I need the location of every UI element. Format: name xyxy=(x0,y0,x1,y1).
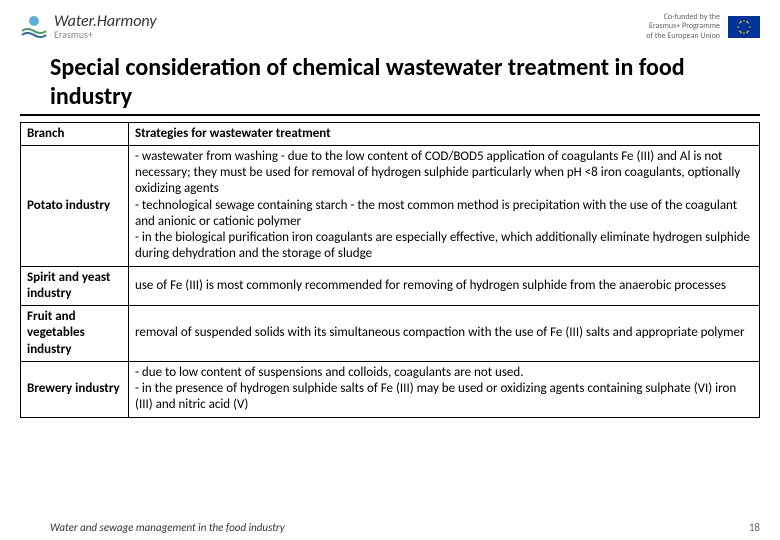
branch-cell: Spirit and yeast industry xyxy=(21,266,129,306)
water-harmony-icon xyxy=(20,13,48,41)
branch-cell: Brewery industry xyxy=(21,361,129,417)
strategy-cell: removal of suspended solids with its sim… xyxy=(129,306,760,362)
strategy-cell: - due to low content of suspensions and … xyxy=(129,361,760,417)
table-row: Potato industry - wastewater from washin… xyxy=(21,145,760,266)
table-row: Fruit and vegetables industry removal of… xyxy=(21,306,760,362)
slide-footer: Water and sewage management in the food … xyxy=(50,521,760,534)
eu-flag-icon xyxy=(728,16,760,38)
col-header-branch: Branch xyxy=(21,122,129,145)
cofund-text: Co-funded by the Erasmus+ Programme of t… xyxy=(646,13,720,42)
branch-cell: Fruit and vegetables industry xyxy=(21,306,129,362)
cofund-line3: of the European Union xyxy=(646,32,720,42)
table-header-row: Branch Strategies for wastewater treatme… xyxy=(21,122,760,145)
slide-title: Special consideration of chemical wastew… xyxy=(20,50,760,116)
logo-right: Co-funded by the Erasmus+ Programme of t… xyxy=(646,13,760,42)
branch-cell: Potato industry xyxy=(21,145,129,266)
col-header-strategies: Strategies for wastewater treatment xyxy=(129,122,760,145)
page-number: 18 xyxy=(749,521,760,534)
logo-text: Water.Harmony Erasmus+ xyxy=(54,14,157,40)
strategies-table: Branch Strategies for wastewater treatme… xyxy=(20,122,760,418)
footer-text: Water and sewage management in the food … xyxy=(50,521,285,534)
logo-sub-text: Erasmus+ xyxy=(54,30,157,40)
strategy-cell: use of Fe (III) is most commonly recomme… xyxy=(129,266,760,306)
table-row: Brewery industry - due to low content of… xyxy=(21,361,760,417)
table-row: Spirit and yeast industry use of Fe (III… xyxy=(21,266,760,306)
logo-left: Water.Harmony Erasmus+ xyxy=(20,13,157,41)
strategy-cell: - wastewater from washing - due to the l… xyxy=(129,145,760,266)
slide-header: Water.Harmony Erasmus+ Co-funded by the … xyxy=(0,0,780,50)
